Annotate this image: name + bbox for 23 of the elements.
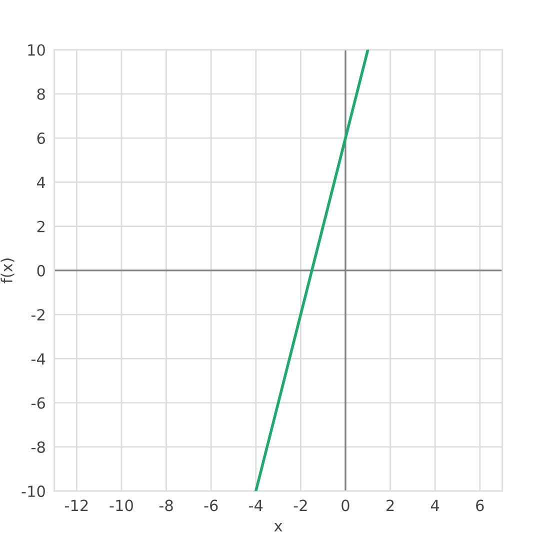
y-tick-label: 8 (37, 88, 45, 100)
x-tick-label: -6 (204, 500, 218, 512)
y-tick-label: 10 (28, 44, 45, 56)
y-tick-label: -10 (22, 486, 45, 498)
y-tick-label: -4 (31, 353, 46, 364)
y-tick-label: 6 (37, 132, 46, 144)
y-tick-label: -6 (31, 397, 46, 409)
x-tick-label: -10 (110, 500, 133, 512)
x-tick-label: -2 (294, 500, 307, 512)
x-axis-title: x (274, 522, 282, 532)
x-tick-label: -8 (159, 500, 173, 512)
x-tick-label: 0 (342, 500, 350, 512)
y-tick-label: 2 (37, 220, 44, 232)
x-tick-label: 2 (386, 500, 394, 512)
y-tick-label: -8 (31, 441, 45, 453)
x-tick-label: -12 (64, 500, 88, 512)
x-tick-label: -4 (249, 500, 263, 512)
y-tick-label: 0 (37, 264, 45, 276)
y-tick-label: 4 (36, 176, 46, 188)
x-tick-label: 4 (430, 500, 440, 512)
y-axis-title: f(x) (0, 258, 14, 284)
x-tick-label: 6 (476, 500, 484, 512)
y-tick-label: -2 (31, 309, 44, 320)
